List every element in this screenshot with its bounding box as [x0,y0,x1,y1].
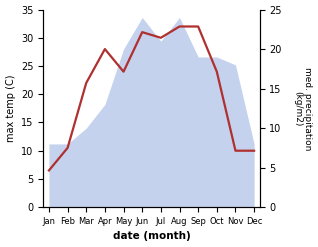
X-axis label: date (month): date (month) [113,231,190,242]
Y-axis label: max temp (C): max temp (C) [5,75,16,142]
Y-axis label: med. precipitation
(kg/m2): med. precipitation (kg/m2) [293,67,313,150]
